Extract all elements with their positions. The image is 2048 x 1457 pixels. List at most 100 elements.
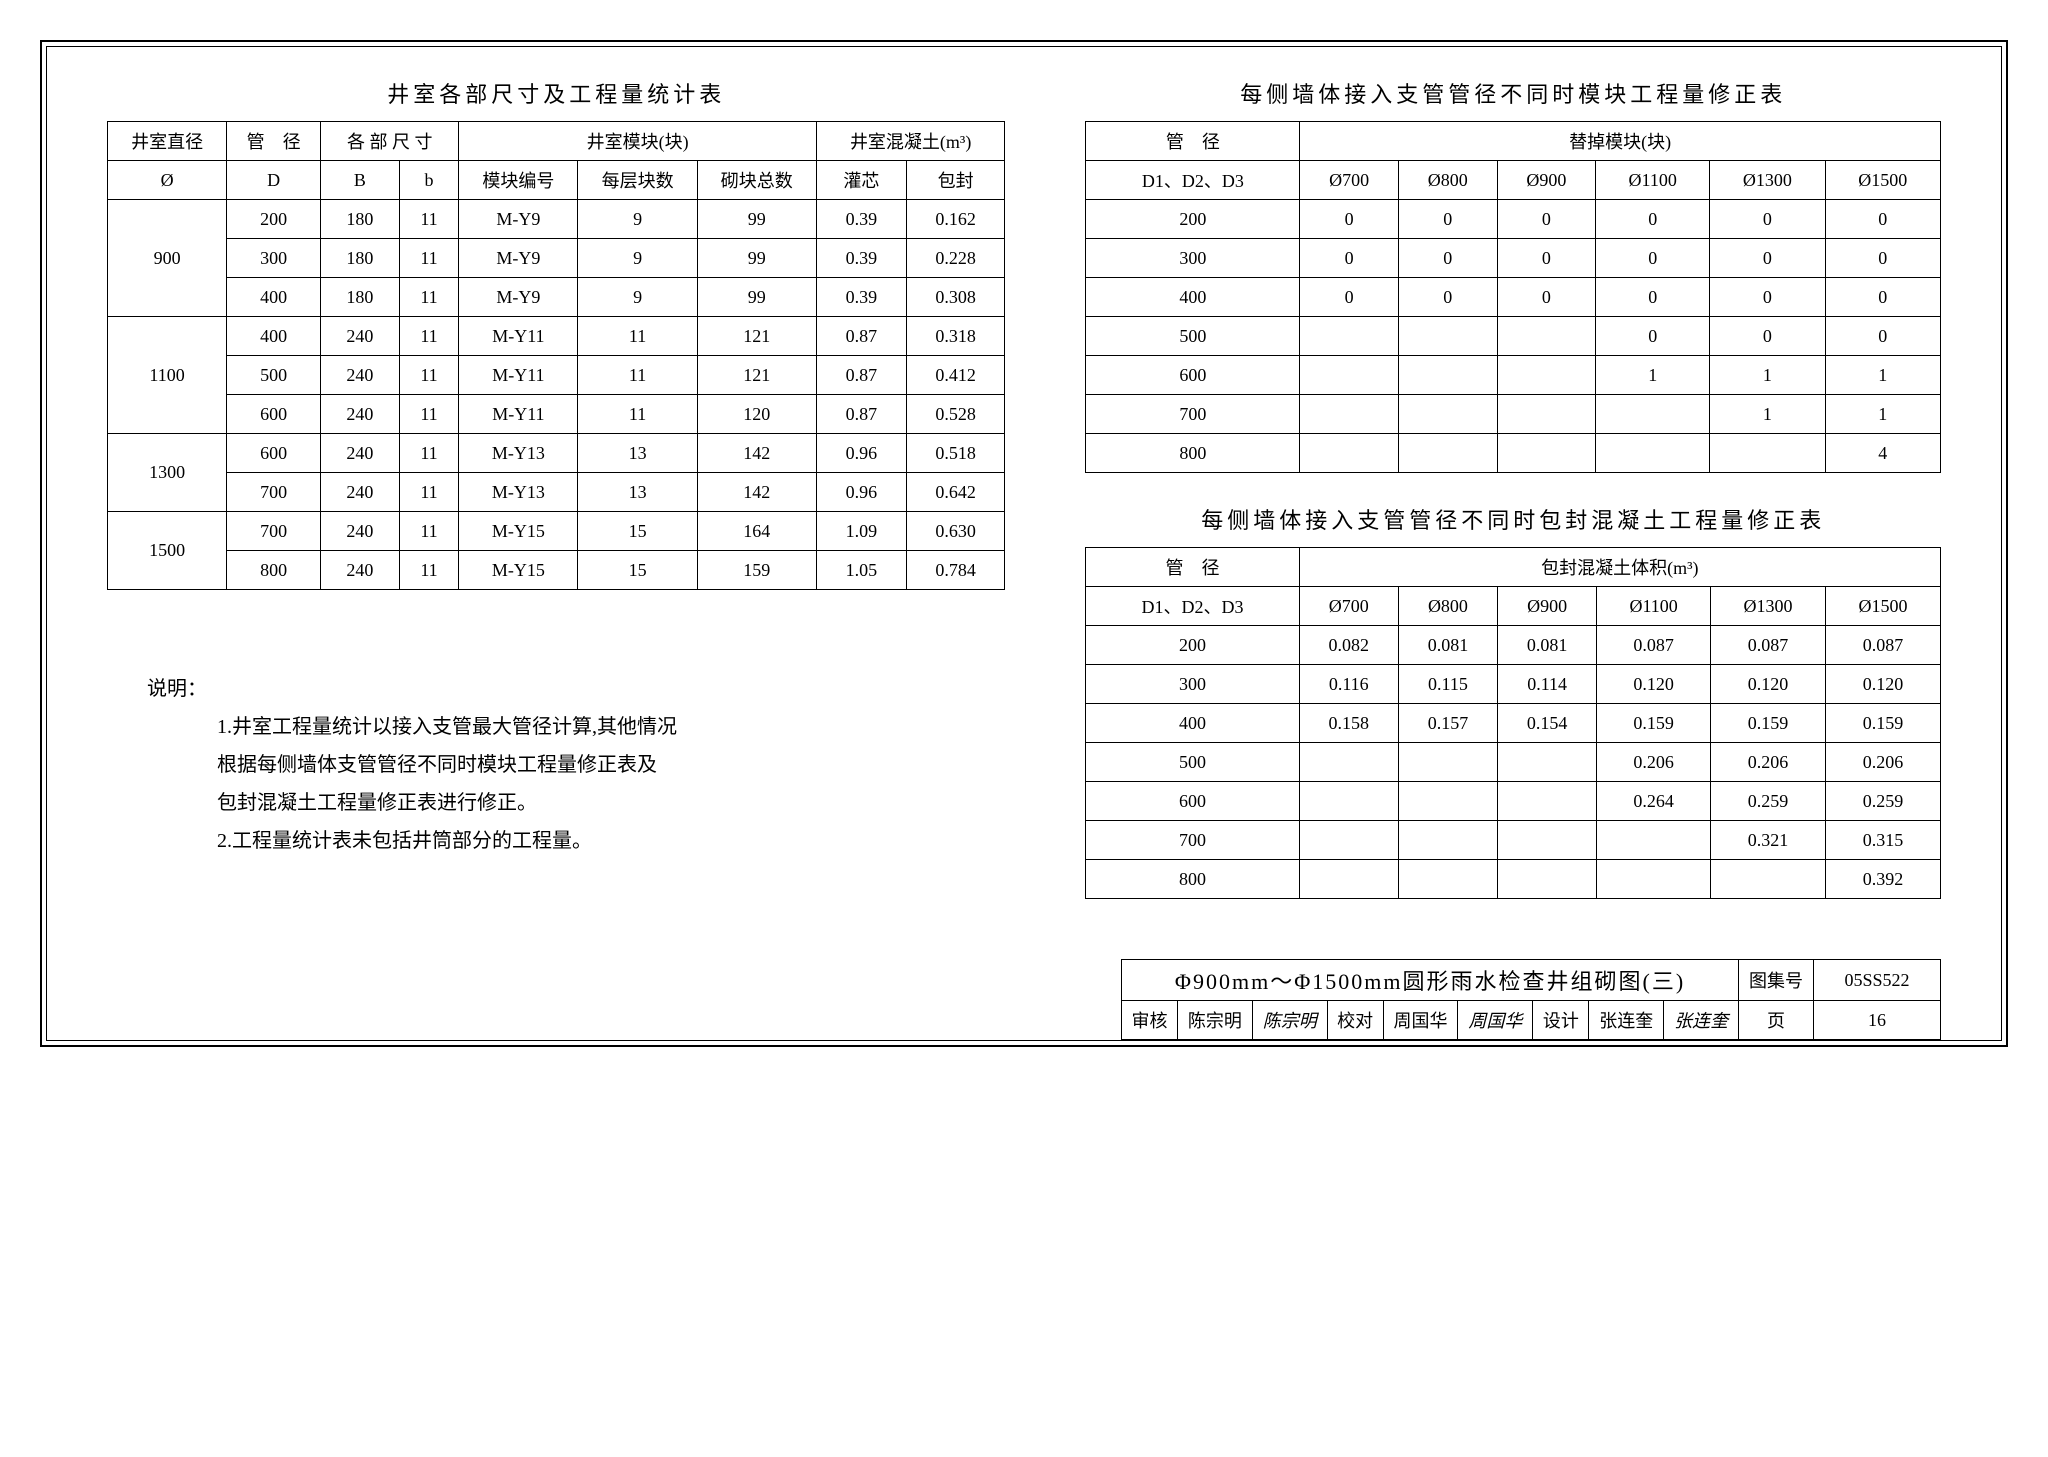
cell: 0.154 — [1498, 704, 1597, 743]
inner-frame: 井室各部尺寸及工程量统计表 井室直径 管 径 各 部 尺 寸 井室模块(块) 井… — [46, 46, 2002, 1041]
cell: 0 — [1497, 200, 1596, 239]
cell: 1 — [1825, 356, 1940, 395]
t1-cell: 11 — [399, 356, 459, 395]
sheji-label: 设计 — [1533, 1001, 1589, 1040]
t1-cell: M-Y11 — [459, 356, 578, 395]
cell: 0 — [1710, 200, 1825, 239]
t1-cell: 240 — [321, 395, 400, 434]
cell: 0.120 — [1597, 665, 1711, 704]
title-block: Φ900mm～Φ1500mm圆形雨水检查井组砌图(三) 图集号 05SS522 … — [107, 959, 1941, 1040]
row-header: 700 — [1086, 821, 1299, 860]
t1-cell: M-Y15 — [459, 512, 578, 551]
cell: 1 — [1710, 395, 1825, 434]
cell — [1498, 743, 1597, 782]
t1-cell: 120 — [697, 395, 816, 434]
row-header: 500 — [1086, 743, 1299, 782]
cell — [1497, 395, 1596, 434]
t1-r2c2: D — [227, 161, 321, 200]
t1-phi: 1100 — [108, 317, 227, 434]
table-row: 800 0.392 — [1086, 860, 1941, 899]
t1-cell: 13 — [578, 434, 697, 473]
t1-phi: 900 — [108, 200, 227, 317]
cell — [1398, 395, 1497, 434]
table-row: 80024011M-Y15151591.050.784 — [108, 551, 1005, 590]
t1-cell: 1.09 — [816, 512, 906, 551]
cell: 1 — [1596, 356, 1710, 395]
cell: 0.259 — [1711, 782, 1826, 821]
table-row: 70011 — [1086, 395, 1941, 434]
cell — [1498, 860, 1597, 899]
t1-cell: 15 — [578, 512, 697, 551]
cell: 0.082 — [1299, 626, 1398, 665]
cell — [1596, 395, 1710, 434]
jiaodui-signature: 周国华 — [1458, 1001, 1533, 1040]
t1-cell: 200 — [227, 200, 321, 239]
row-header: 400 — [1086, 278, 1300, 317]
t1-cell: 0.96 — [816, 473, 906, 512]
cell: 0.392 — [1825, 860, 1940, 899]
t1-cell: 0.528 — [906, 395, 1004, 434]
cell: 0.321 — [1711, 821, 1826, 860]
row-header: 200 — [1086, 626, 1299, 665]
row-header: 600 — [1086, 782, 1299, 821]
cell — [1398, 821, 1497, 860]
table2: 管 径 替掉模块(块) D1、D2、D3 Ø700Ø800Ø900Ø1100Ø1… — [1085, 121, 1941, 473]
cell: 0.264 — [1597, 782, 1711, 821]
t1-cell: 0.518 — [906, 434, 1004, 473]
t1-h4: 井室模块(块) — [459, 122, 817, 161]
t1-cell: 99 — [697, 239, 816, 278]
cell: 1 — [1710, 356, 1825, 395]
t1-cell: M-Y13 — [459, 434, 578, 473]
cell — [1398, 860, 1497, 899]
table-row: 500000 — [1086, 317, 1941, 356]
t1-cell: 11 — [399, 512, 459, 551]
cell: 0 — [1398, 239, 1497, 278]
t1-cell: 0.39 — [816, 239, 906, 278]
cell — [1497, 356, 1596, 395]
table3-title: 每侧墙体接入支管管径不同时包封混凝土工程量修正表 — [1085, 503, 1941, 535]
table-row: 600111 — [1086, 356, 1941, 395]
table-row: 130060024011M-Y13131420.960.518 — [108, 434, 1005, 473]
t1-cell: 9 — [578, 239, 697, 278]
notes-label: 说明： — [147, 670, 1005, 708]
table-row: 5000.2060.2060.206 — [1086, 743, 1941, 782]
t1-cell: 240 — [321, 356, 400, 395]
row-header: 400 — [1086, 704, 1299, 743]
t1-cell: 11 — [399, 278, 459, 317]
table-row: 4000.1580.1570.1540.1590.1590.159 — [1086, 704, 1941, 743]
table-row: 40018011M-Y99990.390.308 — [108, 278, 1005, 317]
t1-cell: 400 — [227, 317, 321, 356]
t1-cell: M-Y9 — [459, 239, 578, 278]
cell — [1710, 434, 1825, 473]
cell: 0.157 — [1398, 704, 1497, 743]
jiaodui-label: 校对 — [1327, 1001, 1383, 1040]
table3: 管 径 包封混凝土体积(m³) D1、D2、D3 Ø700Ø800Ø900Ø11… — [1085, 547, 1941, 899]
t1-cell: 240 — [321, 512, 400, 551]
cell — [1299, 821, 1398, 860]
t1-cell: M-Y9 — [459, 200, 578, 239]
cell: 1 — [1825, 395, 1940, 434]
note-2: 2.工程量统计表未包括井筒部分的工程量。 — [147, 822, 1005, 860]
t1-r2c5: 模块编号 — [459, 161, 578, 200]
cell: 0.081 — [1398, 626, 1497, 665]
notes-block: 说明： 1.井室工程量统计以接入支管最大管径计算,其他情况 根据每侧墙体支管管径… — [107, 670, 1005, 860]
col-header: Ø1100 — [1597, 587, 1711, 626]
t1-cell: 99 — [697, 278, 816, 317]
table-row: 2000.0820.0810.0810.0870.0870.087 — [1086, 626, 1941, 665]
t3-h2: 包封混凝土体积(m³) — [1299, 548, 1940, 587]
cell — [1597, 860, 1711, 899]
cell: 0 — [1497, 278, 1596, 317]
t1-cell: 11 — [399, 395, 459, 434]
row-header: 800 — [1086, 860, 1299, 899]
t1-cell: 11 — [399, 317, 459, 356]
table-row: 200000000 — [1086, 200, 1941, 239]
table-row: 30018011M-Y99990.390.228 — [108, 239, 1005, 278]
cell — [1299, 860, 1398, 899]
t1-cell: 11 — [578, 395, 697, 434]
t1-cell: 240 — [321, 317, 400, 356]
tujihao-value: 05SS522 — [1814, 960, 1941, 1001]
cell: 0 — [1596, 278, 1710, 317]
cell: 0 — [1596, 317, 1710, 356]
t1-cell: 500 — [227, 356, 321, 395]
cell: 0 — [1596, 239, 1710, 278]
